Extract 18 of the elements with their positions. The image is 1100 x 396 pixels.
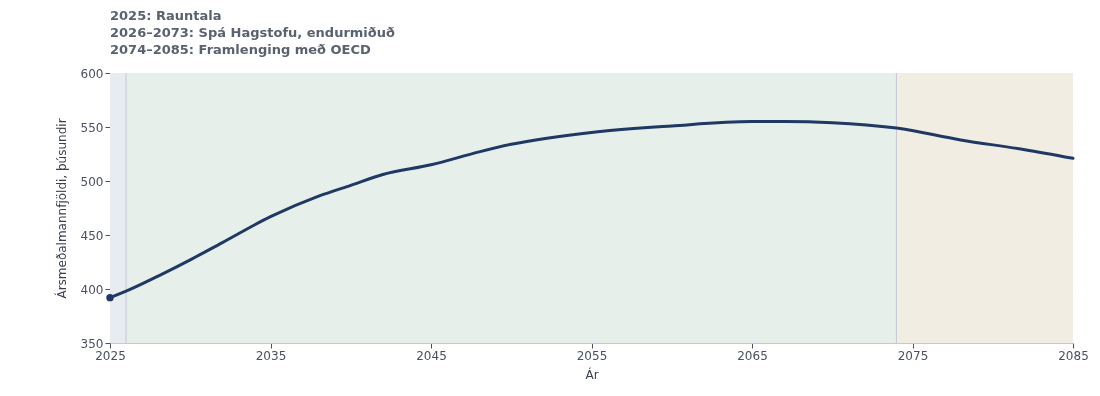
x-tick-label: 2055	[576, 348, 608, 363]
y-tick-label: 600	[80, 66, 104, 81]
y-tick-label: 350	[80, 336, 104, 351]
x-tick-label: 2045	[416, 348, 447, 363]
x-tick-label: 2085	[1058, 348, 1089, 363]
y-tick-label: 500	[80, 174, 104, 189]
x-tick-label: 2035	[255, 348, 287, 363]
text: 2026–2073: Spá Hagstofu, endurmiðuð	[110, 25, 395, 40]
y-tick-label: 550	[80, 120, 104, 135]
text: 2074–2085: Framlenging með OECD	[110, 42, 372, 57]
y-axis-title: Ársmeðalmannfjöldi, þúsundir	[53, 118, 69, 299]
x-axis-title: Ár	[585, 366, 599, 382]
x-tick-label: 2025	[95, 348, 126, 363]
y-tick-label: 450	[80, 228, 104, 243]
x-tick-label: 2065	[737, 348, 768, 363]
x-tick-label: 2075	[897, 348, 929, 363]
y-tick-label: 400	[80, 282, 104, 297]
text: 2025: Rauntala	[110, 8, 222, 23]
